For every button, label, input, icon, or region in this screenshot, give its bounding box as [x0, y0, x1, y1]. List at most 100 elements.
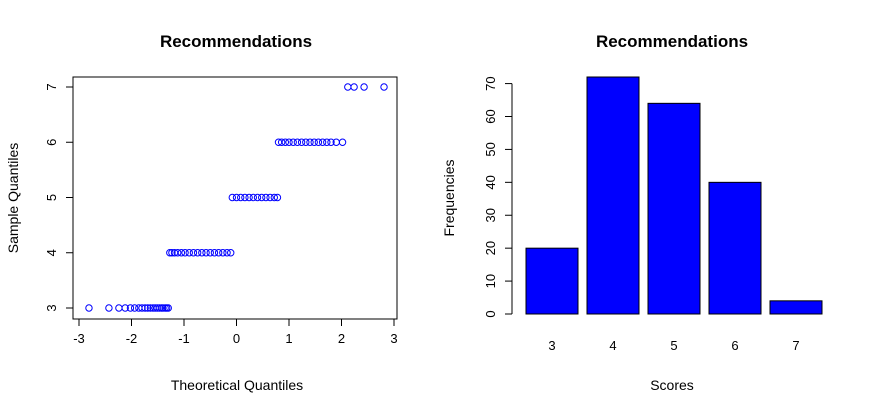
qq-point — [380, 83, 388, 91]
qq-point — [228, 193, 237, 202]
qq-point — [155, 304, 164, 312]
qq-points — [85, 83, 388, 312]
qq-x-tick-label: -1 — [178, 331, 190, 346]
qq-point — [138, 304, 146, 312]
qq-point — [166, 249, 174, 257]
bar-x-tick-label: 4 — [609, 338, 616, 353]
bar-y-tick-label: 50 — [483, 142, 498, 156]
qq-x-tick-label: -3 — [73, 331, 85, 346]
qq-point — [285, 138, 293, 146]
qq-x-axis: -3 -2 -1 0 1 2 3 — [73, 319, 398, 346]
qq-point — [277, 138, 286, 146]
qq-point — [126, 304, 135, 312]
qq-y-tick-label: 7 — [44, 83, 59, 90]
qq-point — [318, 138, 327, 146]
qq-point — [266, 193, 274, 202]
bar-y-tick-label: 0 — [483, 310, 498, 317]
qq-point — [121, 304, 129, 312]
bar-7 — [769, 300, 823, 315]
qq-point — [177, 249, 186, 257]
qq-point — [214, 249, 223, 257]
qq-point — [297, 138, 306, 146]
qq-point — [210, 249, 219, 257]
qq-point — [344, 83, 352, 91]
qq-point — [202, 249, 210, 257]
bar-y-tick-label: 30 — [483, 208, 498, 222]
qq-point — [241, 193, 249, 202]
qq-y-tick-label: 3 — [44, 304, 59, 311]
qq-y-axis-label: Sample Quantiles — [5, 143, 21, 254]
qq-point — [115, 304, 123, 312]
qq-x-tick-label: -2 — [126, 331, 138, 346]
bar-y-tick-label: 20 — [483, 241, 498, 255]
qq-point — [141, 304, 149, 312]
qq-point — [153, 304, 161, 312]
qq-plot-title: Recommendations — [160, 32, 312, 51]
qq-point — [360, 83, 368, 91]
bar-3 — [525, 247, 579, 315]
bar-y-tick-label: 60 — [483, 109, 498, 123]
qq-point — [164, 304, 172, 312]
qq-point — [281, 138, 290, 146]
bar-x-tick-label: 6 — [731, 338, 738, 353]
qq-point — [85, 304, 93, 312]
qq-x-tick-label: 0 — [233, 331, 240, 346]
qq-point — [105, 304, 113, 312]
qq-point — [159, 304, 167, 312]
bar-x-axis: 3 4 5 6 7 — [548, 338, 799, 353]
bar-x-tick-label: 7 — [792, 338, 799, 353]
qq-point — [327, 138, 335, 146]
bar-y-axis: 0 10 20 30 40 50 60 70 — [483, 76, 513, 318]
qq-point — [168, 249, 176, 257]
qq-point — [206, 249, 214, 257]
qq-point — [245, 193, 253, 202]
qq-x-tick-label: 1 — [285, 331, 292, 346]
qq-point — [189, 249, 198, 257]
qq-point — [185, 249, 193, 257]
qq-plot-panel: Recommendations Theoretical Quantiles Sa… — [5, 32, 398, 393]
qq-point — [223, 249, 231, 257]
qq-point — [350, 83, 358, 91]
qq-point — [293, 138, 302, 146]
qq-point — [270, 193, 278, 202]
qq-point — [227, 249, 235, 257]
bar-y-tick-label: 40 — [483, 175, 498, 189]
qq-point — [198, 249, 206, 257]
bar-6 — [708, 181, 762, 315]
bar-y-axis-label: Frequencies — [441, 159, 457, 236]
bar-chart-title: Recommendations — [596, 32, 748, 51]
bar-x-tick-label: 5 — [670, 338, 677, 353]
qq-point — [253, 193, 262, 202]
qq-point — [338, 138, 347, 146]
qq-x-axis-label: Theoretical Quantiles — [171, 377, 303, 393]
qq-y-axis: 3 4 5 6 7 — [44, 83, 73, 312]
qq-point — [193, 249, 202, 257]
bar-chart-panel: Recommendations Scores Frequencies 0 10 20… — [441, 32, 823, 393]
bar-x-tick-label: 3 — [548, 338, 555, 353]
qq-y-tick-label: 5 — [44, 194, 59, 201]
qq-point — [262, 193, 270, 202]
qq-point — [144, 304, 152, 312]
qq-point — [232, 193, 241, 202]
qq-point — [249, 193, 258, 202]
bar-4 — [586, 76, 640, 315]
qq-point — [130, 304, 139, 312]
qq-point — [289, 138, 297, 146]
qq-x-tick-label: 3 — [390, 331, 397, 346]
qq-point — [314, 138, 323, 146]
qq-point — [219, 249, 227, 257]
bar-bars — [525, 76, 823, 315]
qq-point — [306, 138, 314, 146]
qq-point — [273, 193, 282, 202]
qq-y-tick-label: 4 — [44, 249, 59, 256]
qq-point — [323, 138, 331, 146]
bar-y-tick-label: 70 — [483, 76, 498, 90]
qq-point — [258, 193, 266, 202]
qq-point — [237, 193, 245, 202]
qq-point — [310, 138, 318, 146]
bar-y-tick-label: 10 — [483, 274, 498, 288]
qq-point — [181, 249, 189, 257]
qq-point — [174, 249, 182, 257]
bar-5 — [647, 102, 701, 315]
